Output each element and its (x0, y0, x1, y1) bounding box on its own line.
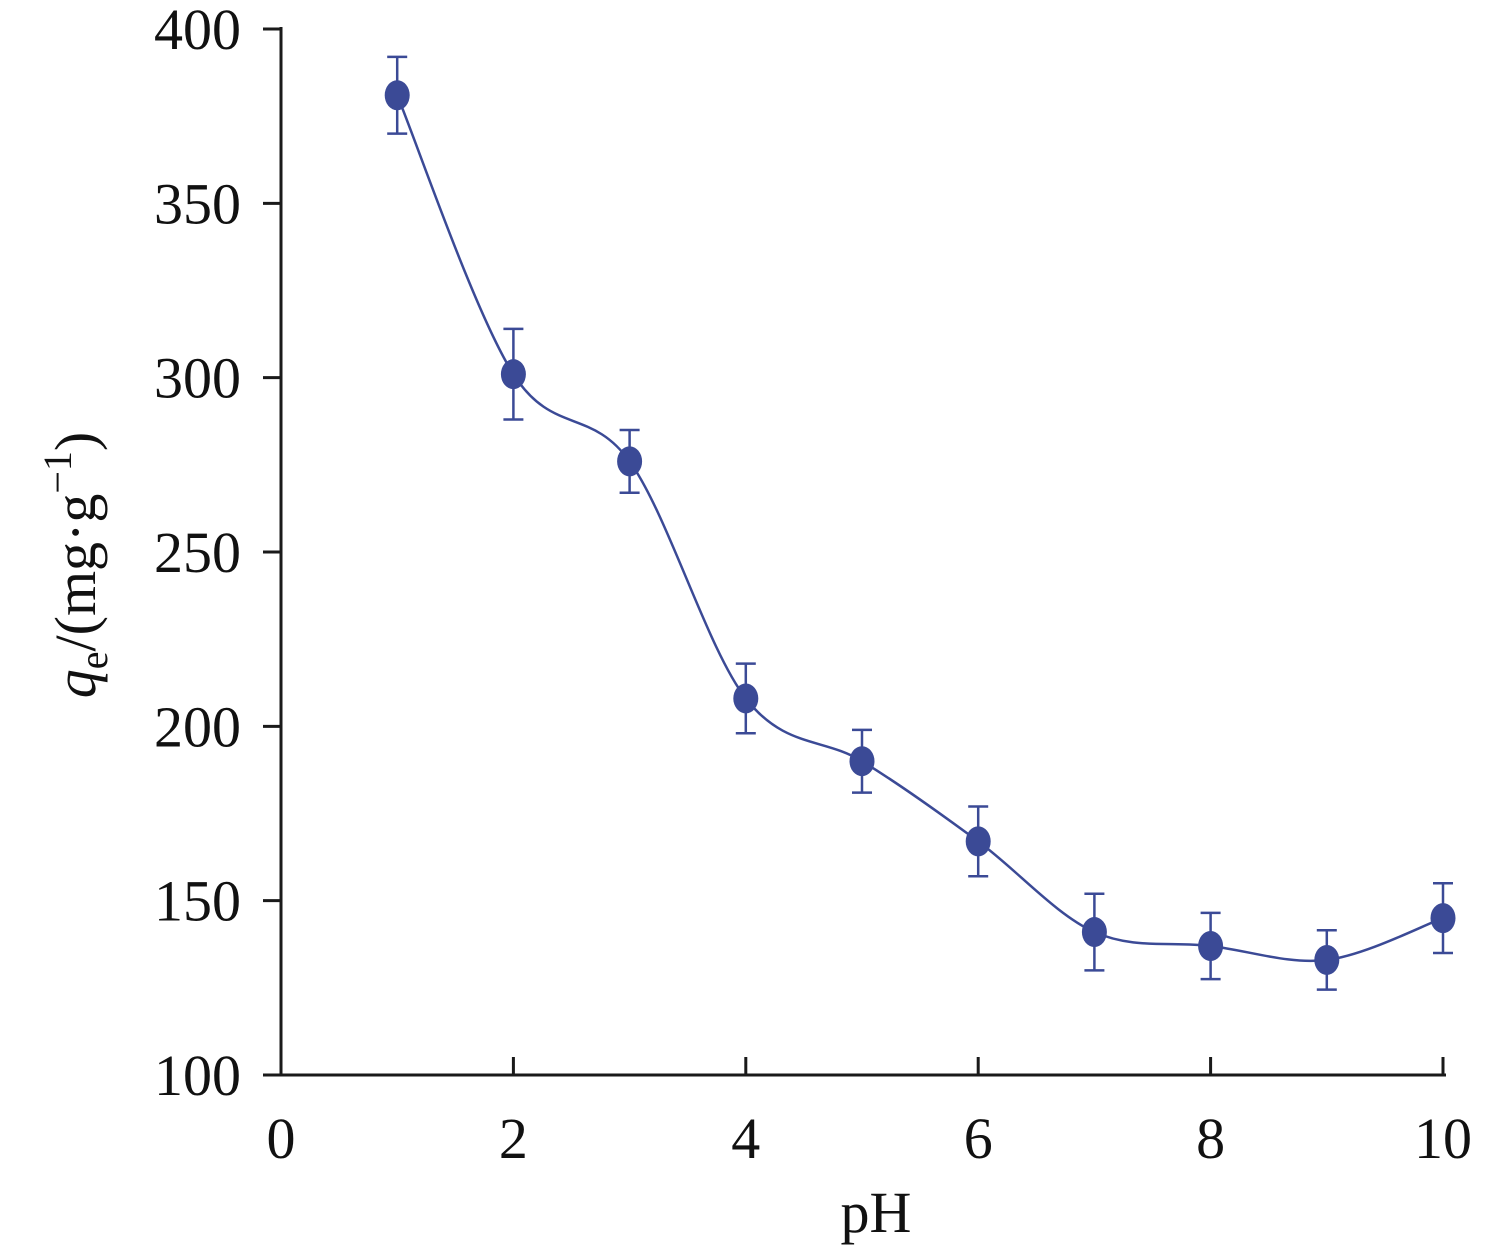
x-tick-label: 2 (499, 1106, 528, 1171)
y-axis-exponent: −1 (35, 451, 80, 494)
x-tick-label: 8 (1196, 1106, 1225, 1171)
y-tick-label: 300 (154, 346, 241, 411)
axes (279, 27, 1446, 1077)
x-tick-label: 0 (267, 1106, 296, 1171)
data-point (617, 446, 643, 477)
data-point (1430, 903, 1456, 934)
y-tick-label: 400 (154, 0, 241, 62)
data-point (1081, 917, 1107, 948)
y-tick-label: 250 (154, 520, 241, 585)
data-points (384, 80, 1456, 975)
data-point (384, 80, 410, 111)
y-axis-subscript: e (71, 651, 116, 669)
error-bars (387, 55, 1453, 991)
ticks (263, 27, 1445, 1077)
y-tick-label: 350 (154, 171, 241, 236)
data-point (1198, 930, 1224, 961)
y-tick-label: 100 (154, 1043, 241, 1108)
data-point (733, 683, 759, 714)
data-point (500, 359, 526, 390)
data-point (849, 746, 875, 777)
fitted-curve (396, 94, 1444, 963)
tick-labels: 100 150 200 250 300 350 400 0 2 4 6 8 10 (154, 0, 1472, 1171)
x-tick-label: 6 (964, 1106, 993, 1171)
y-tick-label: 150 (154, 869, 241, 934)
x-tick-label: 10 (1414, 1106, 1472, 1171)
data-point (1314, 944, 1340, 975)
y-axis-title: qe/(mg·g−1) (35, 432, 116, 699)
y-axis-symbol: q (43, 669, 108, 698)
y-axis-units-close: ) (43, 432, 108, 451)
y-axis-units: /(mg·g (43, 494, 108, 652)
data-point (965, 826, 991, 857)
y-tick-label: 200 (154, 694, 241, 759)
x-tick-label: 4 (731, 1106, 760, 1171)
x-axis-title: pH (841, 1180, 912, 1245)
